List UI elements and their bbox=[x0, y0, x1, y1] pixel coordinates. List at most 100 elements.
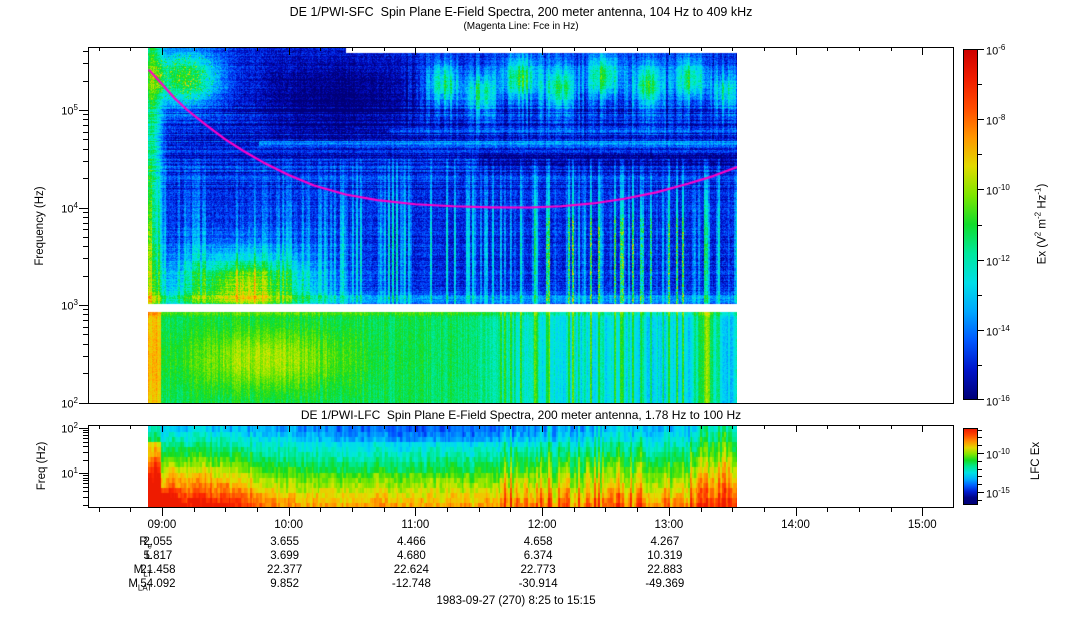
lfc-y-minor-tick bbox=[83, 504, 88, 506]
lfc-x-bottom-minor-tick bbox=[384, 508, 385, 512]
lfc-x-top-tick bbox=[289, 426, 290, 432]
lfc-cb-minor-tick bbox=[978, 429, 982, 431]
lfc-x-top-tick bbox=[542, 426, 543, 432]
sfc-colorbar bbox=[963, 49, 978, 400]
sfc-cb-major-tick bbox=[978, 399, 984, 400]
time-tick-label: 09:00 bbox=[147, 519, 177, 531]
lfc-y-minor-tick bbox=[83, 441, 88, 443]
lfc-x-bottom-minor-tick bbox=[510, 508, 511, 512]
ephemeris-value: 4.680 bbox=[396, 550, 426, 562]
lfc-y-minor-tick bbox=[83, 446, 88, 448]
sfc-y-tick-label: 103 bbox=[61, 298, 78, 313]
lfc-x-bottom-minor-tick bbox=[827, 508, 828, 512]
lfc-x-bottom-minor-tick bbox=[859, 508, 860, 512]
sfc-x-minor-tick bbox=[130, 48, 131, 51]
sfc-x-minor-tick bbox=[859, 48, 860, 51]
ephemeris-value: 22.624 bbox=[393, 564, 429, 576]
time-tick-label: 10:00 bbox=[274, 519, 304, 531]
lfc-x-top-minor-tick bbox=[384, 426, 385, 429]
lfc-x-top-minor-tick bbox=[447, 426, 448, 429]
sfc-cb-minor-tick bbox=[978, 154, 982, 156]
lfc-y-tick-label: 101 bbox=[61, 466, 78, 481]
lfc-x-bottom-tick bbox=[542, 508, 543, 516]
sfc-x-minor-tick bbox=[732, 48, 733, 51]
ephemeris-value: 10.319 bbox=[647, 550, 683, 562]
lfc-x-top-minor-tick bbox=[637, 426, 638, 429]
sfc-y-minor-tick bbox=[83, 131, 88, 133]
sfc-y-major-tick bbox=[79, 305, 88, 306]
time-tick-label: 12:00 bbox=[527, 519, 557, 531]
lfc-y-minor-tick bbox=[83, 475, 88, 477]
lfc-x-top-minor-tick bbox=[732, 426, 733, 429]
sfc-y-minor-tick bbox=[83, 63, 88, 65]
lfc-x-bottom-tick bbox=[289, 508, 290, 516]
lfc-x-top-minor-tick bbox=[257, 426, 258, 429]
sfc-x-minor-tick bbox=[605, 48, 606, 51]
sfc-plot-frame bbox=[88, 47, 954, 404]
lfc-y-minor-tick bbox=[83, 483, 88, 485]
lfc-x-top-tick bbox=[922, 426, 923, 432]
lfc-x-top-minor-tick bbox=[827, 426, 828, 429]
sfc-y-minor-tick bbox=[83, 178, 88, 180]
ephemeris-value: 54.092 bbox=[140, 578, 176, 590]
lfc-x-top-minor-tick bbox=[130, 426, 131, 429]
sfc-y-minor-tick bbox=[83, 114, 88, 116]
lfc-x-top-minor-tick bbox=[194, 426, 195, 429]
lfc-x-top-minor-tick bbox=[99, 426, 100, 429]
lfc-cb-minor-tick bbox=[978, 445, 982, 447]
sfc-cb-major-tick bbox=[978, 329, 984, 331]
footer-date-range: 1983-09-27 (270) 8:25 to 15:15 bbox=[436, 595, 596, 607]
lfc-cb-tick-label: 10-10 bbox=[986, 446, 1010, 462]
lfc-y-minor-tick bbox=[83, 459, 88, 461]
lfc-y-minor-tick bbox=[83, 477, 88, 479]
sfc-y-minor-tick bbox=[83, 236, 88, 238]
lfc-x-top-minor-tick bbox=[352, 426, 353, 429]
lfc-x-bottom-tick bbox=[415, 508, 416, 516]
lfc-x-bottom-minor-tick bbox=[130, 508, 131, 512]
lfc-cb-tick-label: 10-15 bbox=[986, 485, 1010, 501]
lfc-y-minor-tick bbox=[83, 435, 88, 437]
sfc-y-minor-tick bbox=[83, 222, 88, 224]
lfc-x-bottom-minor-tick bbox=[637, 508, 638, 512]
sfc-y-minor-tick bbox=[83, 309, 88, 311]
sfc-y-minor-tick bbox=[83, 246, 88, 248]
sfc-cb-tick-label: 10-6 bbox=[986, 43, 1006, 58]
lfc-cb-minor-tick bbox=[978, 437, 982, 439]
lfc-plot-frame bbox=[88, 425, 954, 508]
sfc-y-minor-tick bbox=[83, 119, 88, 121]
sfc-x-minor-tick bbox=[99, 48, 100, 51]
lfc-x-top-minor-tick bbox=[320, 426, 321, 429]
lfc-title: DE 1/PWI-LFC Spin Plane E-Field Spectra,… bbox=[300, 408, 742, 422]
ephemeris-row-label: Re bbox=[139, 536, 152, 551]
sfc-x-minor-tick bbox=[510, 48, 511, 51]
lfc-x-bottom-minor-tick bbox=[320, 508, 321, 512]
sfc-cb-tick-label: 10-12 bbox=[986, 253, 1010, 269]
sfc-y-minor-tick bbox=[83, 160, 88, 162]
ephemeris-value: -12.748 bbox=[391, 578, 431, 590]
sfc-y-tick-label: 102 bbox=[61, 395, 78, 411]
lfc-y-minor-tick bbox=[83, 480, 88, 482]
lfc-x-bottom-minor-tick bbox=[479, 508, 480, 512]
sfc-y-minor-tick bbox=[83, 211, 88, 213]
lfc-x-bottom-minor-tick bbox=[447, 508, 448, 512]
lfc-x-top-minor-tick bbox=[891, 426, 892, 429]
sfc-colorbar-label: Ex (V2 m-2 Hz-1) bbox=[1033, 183, 1049, 265]
ephemeris-value: 21.458 bbox=[140, 564, 176, 576]
lfc-cb-minor-tick bbox=[978, 476, 982, 478]
sfc-x-minor-tick bbox=[574, 48, 575, 51]
sfc-y-minor-tick bbox=[83, 216, 88, 218]
lfc-x-bottom-tick bbox=[162, 508, 163, 516]
sfc-x-minor-tick bbox=[194, 48, 195, 51]
sfc-x-minor-tick bbox=[320, 48, 321, 51]
sfc-cb-tick-label: 10-8 bbox=[986, 113, 1006, 128]
sfc-cb-minor-tick bbox=[978, 364, 982, 366]
lfc-cb-major-tick bbox=[978, 452, 984, 454]
sfc-y-minor-tick bbox=[83, 229, 88, 231]
sfc-cb-major-tick bbox=[978, 259, 984, 261]
lfc-x-bottom-minor-tick bbox=[764, 508, 765, 512]
lfc-cb-minor-tick bbox=[978, 484, 982, 486]
lfc-x-bottom-minor-tick bbox=[352, 508, 353, 512]
sfc-x-minor-tick bbox=[447, 48, 448, 51]
lfc-y-minor-tick bbox=[83, 491, 88, 493]
lfc-x-bottom-minor-tick bbox=[257, 508, 258, 512]
